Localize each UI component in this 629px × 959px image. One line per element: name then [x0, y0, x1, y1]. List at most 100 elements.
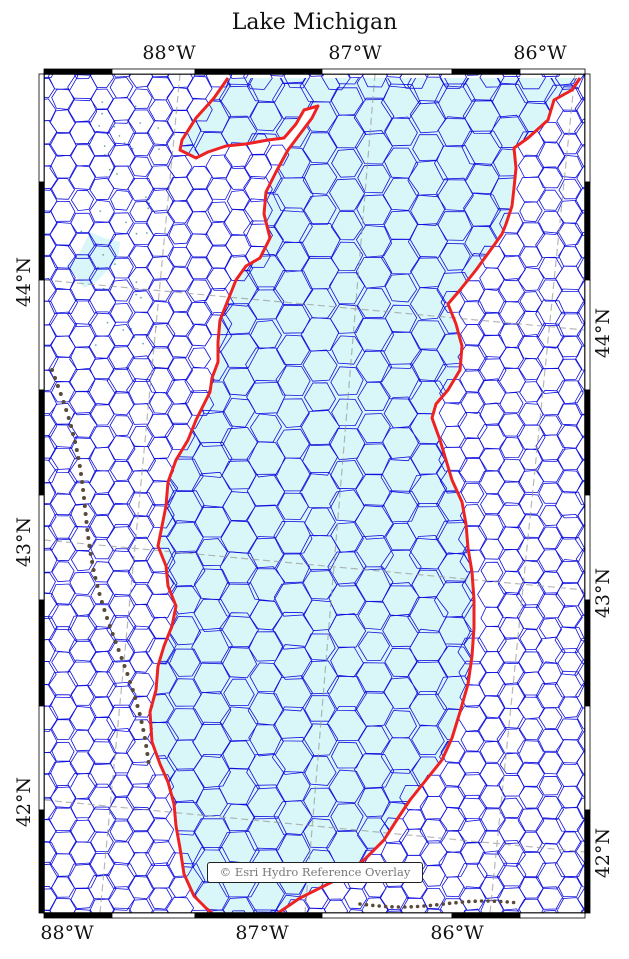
boundary-dot: [122, 664, 127, 668]
mesh-cell: [556, 41, 585, 67]
boundary-dot: [141, 728, 146, 732]
mesh-cell: [245, 815, 287, 851]
mesh-cell: [401, 43, 427, 66]
mesh-cell: [519, 246, 543, 268]
mesh-cell: [44, 683, 57, 707]
mesh-cell: [44, 796, 57, 820]
boundary-dot: [146, 760, 151, 764]
mesh-cell: [492, 78, 526, 85]
mesh-cell: [479, 402, 505, 426]
mesh-cell: [379, 363, 423, 400]
mesh-cell: [499, 392, 524, 414]
inland-dot: [118, 135, 121, 137]
mesh-cell: [106, 861, 137, 890]
mesh-cell: [408, 690, 448, 727]
mesh-cell: [357, 381, 391, 412]
mesh-cell: [151, 909, 170, 913]
mesh-cell: [354, 504, 394, 540]
mesh-cell: [106, 659, 137, 688]
mesh-cell: [516, 74, 546, 90]
boundary-dot: [364, 902, 369, 907]
mesh-cell: [409, 100, 447, 134]
mesh-cell: [497, 278, 525, 303]
mesh-cell: [50, 402, 76, 426]
mesh-cell: [277, 492, 309, 520]
mesh-cell: [220, 426, 258, 460]
mesh-cell: [598, 895, 629, 928]
mesh-cell: [496, 726, 527, 755]
mesh-cell: [13, 179, 35, 199]
mesh-cell: [10, 289, 37, 314]
mesh-cell: [10, 222, 38, 246]
mesh-cell: [67, 74, 98, 102]
mesh-cell: [276, 428, 310, 459]
graticule-line: [489, 74, 576, 913]
mesh-cell: [576, 819, 585, 843]
inland-dot: [144, 196, 147, 199]
mesh-cell: [499, 436, 524, 459]
mesh-cell: [410, 193, 446, 227]
mesh-cell: [330, 522, 364, 553]
mesh-cell: [90, 583, 114, 605]
mesh-cell: [380, 456, 422, 494]
graticule-line: [99, 74, 181, 913]
mesh-cell: [435, 924, 476, 959]
mesh-cell: [407, 223, 449, 259]
mesh-cell: [206, 177, 232, 200]
mesh-cell: [10, 739, 39, 765]
mesh-cell: [68, 639, 97, 663]
mesh-cell: [466, 74, 479, 76]
mesh-cell: [146, 413, 175, 438]
mesh-cell: [110, 189, 133, 211]
mesh-cell: [535, 434, 566, 462]
mesh-cell: [247, 36, 286, 70]
mesh-cell: [222, 368, 256, 396]
mesh-cell: [44, 885, 58, 911]
graticule-line: [44, 539, 585, 591]
mesh-cell: [167, 357, 193, 381]
mesh-cell: [69, 751, 96, 775]
mesh-cell: [327, 613, 367, 648]
mesh-cell: [479, 740, 505, 763]
mesh-cell: [146, 503, 175, 529]
mesh-cell: [67, 659, 98, 687]
mesh-cell: [331, 398, 363, 427]
inland-dot: [135, 232, 138, 235]
boundary-dot: [82, 504, 87, 508]
mesh-cell: [440, 740, 466, 764]
mesh-cell: [68, 165, 97, 190]
mesh-cell: [436, 177, 474, 212]
boundary-dot: [64, 408, 69, 412]
mesh-cell: [596, 560, 621, 583]
mesh-cell: [599, 116, 629, 149]
mesh-cell: [108, 390, 135, 416]
mesh-cell: [517, 536, 545, 563]
mesh-cell: [477, 625, 507, 653]
top-lon-label-87w: 87°W: [328, 42, 382, 64]
mesh-cell: [598, 44, 620, 63]
mesh-cell: [219, 924, 260, 959]
boundary-dot: [110, 632, 115, 636]
mesh-cell: [602, 430, 629, 457]
mesh-cell: [538, 775, 563, 796]
mesh-cell: [168, 247, 192, 267]
mesh-cell: [10, 356, 38, 381]
mesh-cell: [594, 356, 623, 382]
mesh-cell: [574, 614, 585, 642]
inland-dot: [102, 254, 105, 256]
mesh-cell: [44, 752, 57, 775]
boundary-dot: [55, 384, 60, 388]
mesh-cell: [597, 364, 629, 398]
mesh-cell: [538, 707, 563, 730]
mesh-cell: [128, 74, 154, 88]
boundary-dot: [87, 544, 92, 548]
inland-dot: [108, 168, 111, 171]
mesh-cell: [186, 210, 213, 235]
mesh-cell: [438, 851, 468, 878]
inland-dot: [131, 147, 134, 150]
mesh-cell: [109, 460, 133, 482]
mesh-cell: [321, 74, 351, 91]
mesh-cell: [535, 682, 566, 709]
inland-dot: [140, 296, 142, 299]
